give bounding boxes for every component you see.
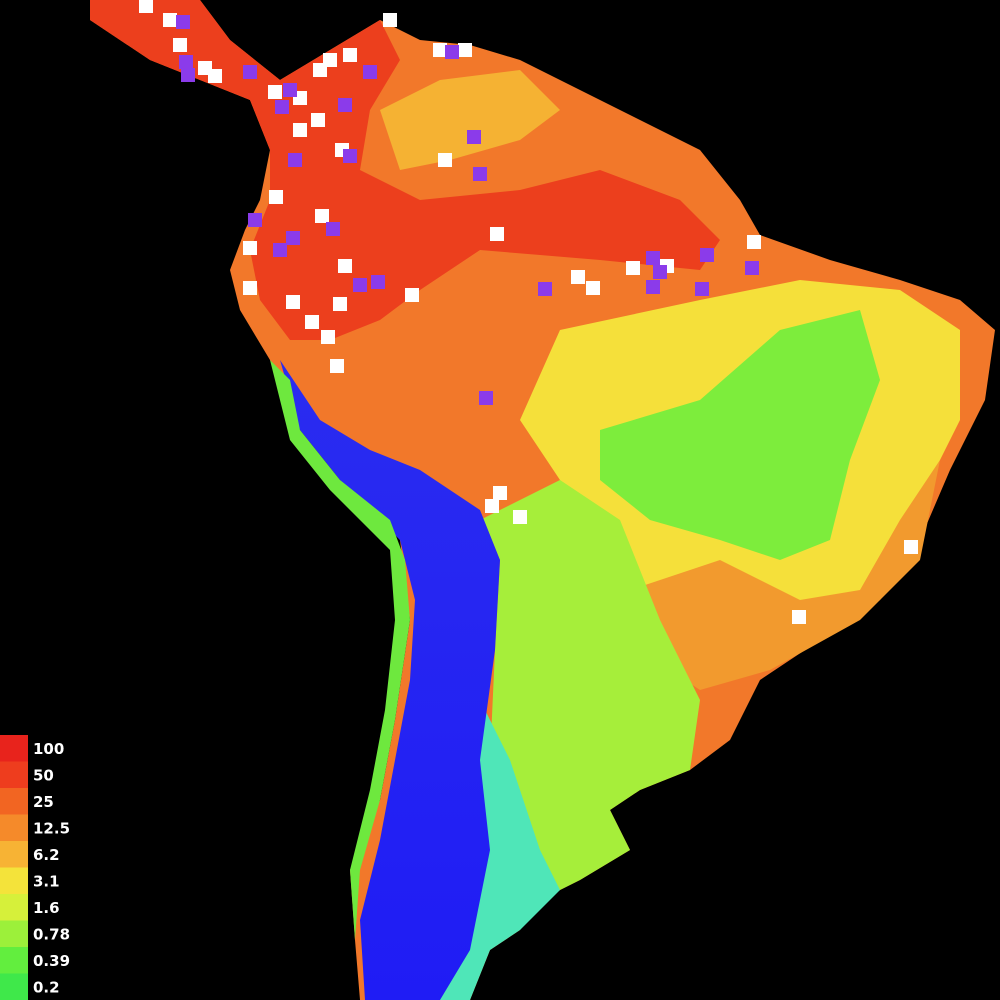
marker-purple — [467, 130, 481, 144]
marker-purple — [179, 55, 193, 69]
marker-white — [343, 48, 357, 62]
legend-swatch — [0, 788, 28, 815]
marker-white — [163, 13, 177, 27]
legend: 100 50 25 12.5 6.2 3.1 1.6 0.78 0.39 0.2 — [0, 735, 70, 1000]
region-yellow-north — [380, 70, 560, 170]
region-blue-andes — [280, 360, 500, 1000]
marker-purple — [288, 153, 302, 167]
marker-white — [405, 288, 419, 302]
marker-white — [208, 69, 222, 83]
marker-purple — [273, 243, 287, 257]
marker-purple — [473, 167, 487, 181]
legend-label: 1.6 — [33, 899, 60, 917]
legend-label: 100 — [33, 740, 64, 758]
legend-swatch — [0, 841, 28, 868]
region-orange-southeast — [630, 460, 940, 690]
marker-purple — [286, 231, 300, 245]
marker-white — [286, 295, 300, 309]
marker-white — [485, 499, 499, 513]
marker-white — [747, 235, 761, 249]
legend-swatch — [0, 867, 28, 895]
marker-white — [438, 153, 452, 167]
legend-swatch — [0, 973, 28, 1000]
marker-white — [513, 510, 527, 524]
marker-purple — [275, 100, 289, 114]
marker-white — [338, 259, 352, 273]
legend-swatch — [0, 735, 28, 762]
marker-purple — [363, 65, 377, 79]
marker-purple — [283, 83, 297, 97]
marker-purple — [653, 265, 667, 279]
marker-white — [792, 610, 806, 624]
marker-white — [315, 209, 329, 223]
marker-purple — [243, 65, 257, 79]
marker-white — [433, 43, 447, 57]
marker-purple — [695, 282, 709, 296]
legend-label: 50 — [33, 766, 54, 784]
legend-swatch — [0, 814, 28, 842]
marker-white — [333, 297, 347, 311]
legend-label: 0.2 — [33, 978, 60, 996]
marker-white — [269, 190, 283, 204]
marker-white — [311, 113, 325, 127]
marker-purple — [371, 275, 385, 289]
marker-white — [571, 270, 585, 284]
region-green-south — [480, 480, 700, 900]
region-green-coast — [270, 360, 410, 940]
marker-purple — [445, 45, 459, 59]
region-red-north — [90, 0, 720, 340]
legend-swatch — [0, 947, 28, 974]
marker-purple — [646, 251, 660, 265]
legend-label: 3.1 — [33, 872, 60, 890]
legend-label: 25 — [33, 793, 54, 811]
marker-white — [904, 540, 918, 554]
marker-white — [383, 13, 397, 27]
marker-white — [490, 227, 504, 241]
marker-purple — [646, 280, 660, 294]
marker-white — [268, 85, 282, 99]
legend-label: 0.39 — [33, 952, 70, 970]
marker-purple — [745, 261, 759, 275]
legend-label: 12.5 — [33, 819, 70, 837]
marker-white — [173, 38, 187, 52]
marker-purple — [338, 98, 352, 112]
marker-purple — [248, 213, 262, 227]
region-green-east — [600, 310, 880, 560]
marker-white — [293, 123, 307, 137]
marker-white — [586, 281, 600, 295]
marker-purple — [700, 248, 714, 262]
marker-purple — [343, 149, 357, 163]
marker-white — [323, 53, 337, 67]
marker-purple — [176, 15, 190, 29]
marker-white — [458, 43, 472, 57]
occurrence-points — [139, 0, 918, 624]
marker-purple — [326, 222, 340, 236]
marker-white — [243, 241, 257, 255]
marker-white — [330, 359, 344, 373]
marker-purple — [479, 391, 493, 405]
legend-swatch — [0, 920, 28, 948]
legend-label: 6.2 — [33, 846, 60, 864]
marker-white — [243, 281, 257, 295]
legend-swatch — [0, 761, 28, 789]
marker-purple — [538, 282, 552, 296]
legend-swatch — [0, 894, 28, 921]
continent — [90, 0, 995, 1000]
marker-purple — [181, 68, 195, 82]
marker-purple — [353, 278, 367, 292]
marker-white — [305, 315, 319, 329]
marker-white — [321, 330, 335, 344]
marker-white — [493, 486, 507, 500]
legend-label: 0.78 — [33, 925, 70, 943]
marker-white — [139, 0, 153, 13]
marker-white — [626, 261, 640, 275]
